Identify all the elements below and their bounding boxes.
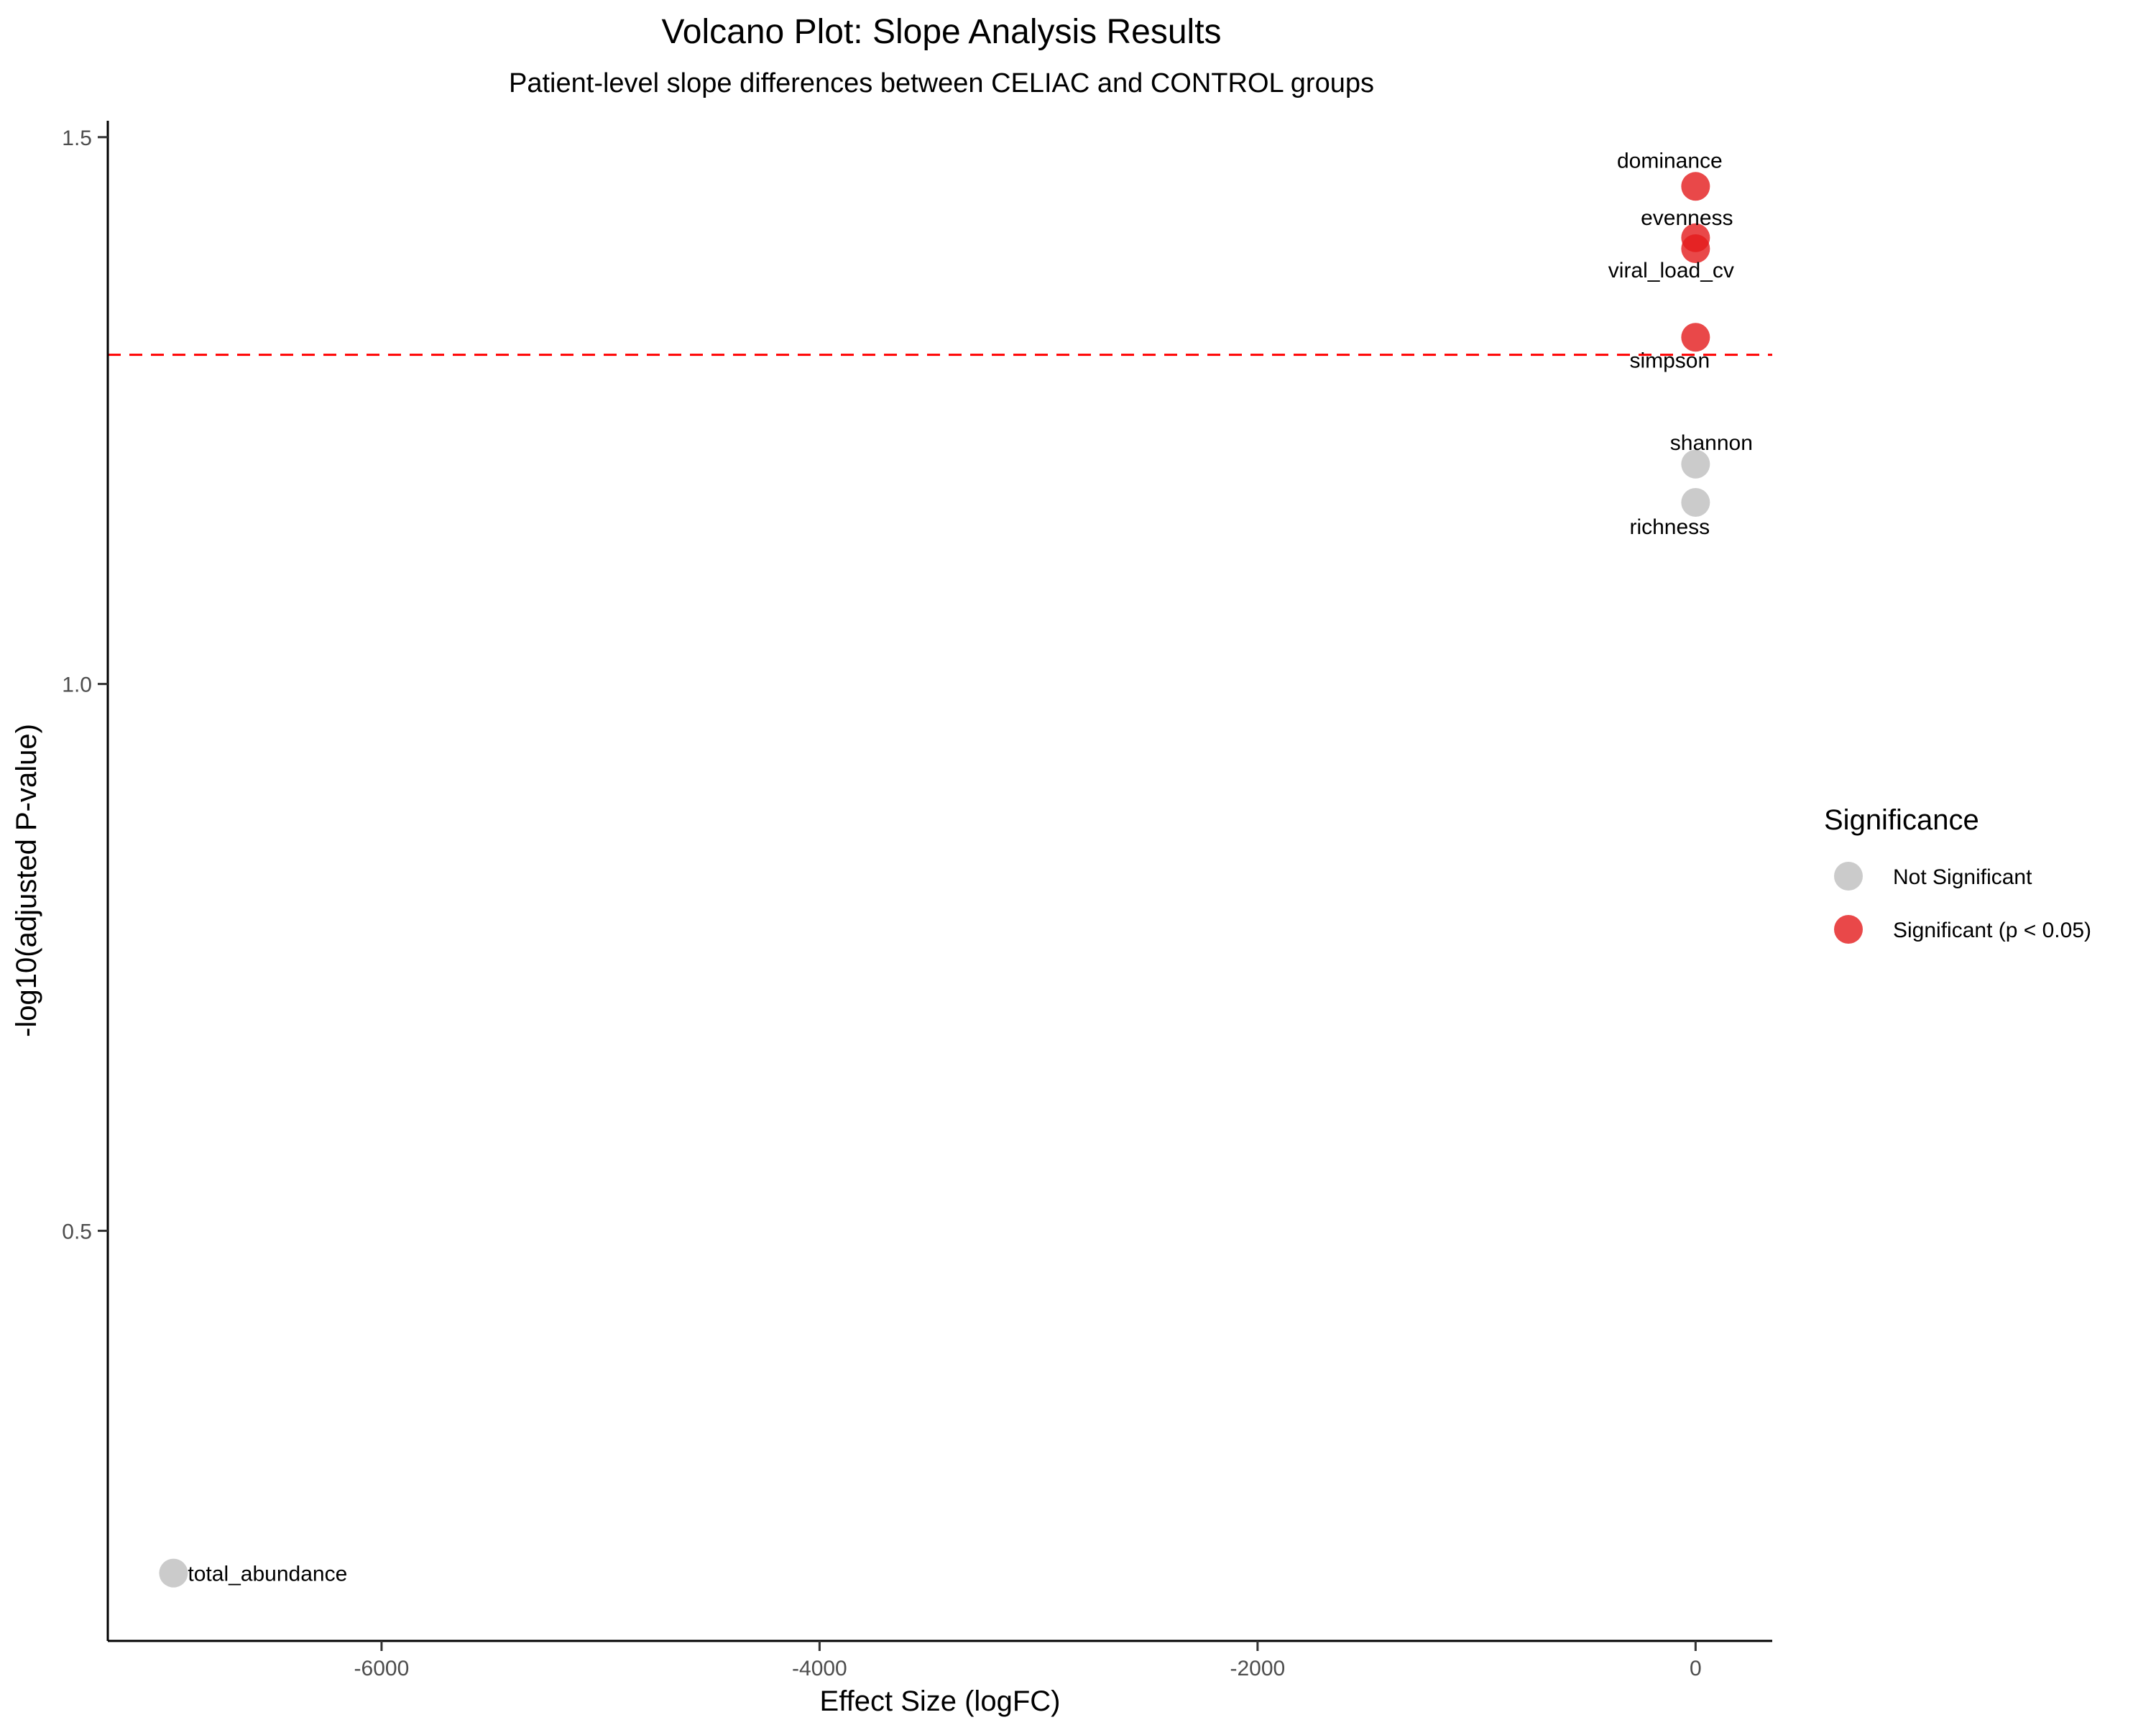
legend-title: Significance [1824, 804, 1979, 836]
x-tick-label: -2000 [1230, 1657, 1286, 1680]
chart-subtitle: Patient-level slope differences between … [509, 68, 1374, 98]
data-point-total-abundance [159, 1558, 188, 1588]
chart-title: Volcano Plot: Slope Analysis Results [661, 13, 1221, 51]
x-axis-title: Effect Size (logFC) [820, 1685, 1061, 1717]
legend-label-significant: Significant (p < 0.05) [1893, 919, 2091, 942]
y-tick-label: 0.5 [62, 1220, 92, 1243]
point-label-richness: richness [1629, 515, 1710, 539]
data-point-viral-load-cv [1681, 234, 1710, 264]
point-label-viral-load-cv: viral_load_cv [1608, 259, 1734, 282]
data-point-richness [1681, 488, 1710, 518]
data-point-simpson [1681, 323, 1710, 352]
point-label-shannon: shannon [1670, 431, 1753, 455]
legend-key-significant [1834, 915, 1863, 944]
point-label-total-abundance: total_abundance [188, 1563, 347, 1586]
y-tick-label: 1.5 [62, 126, 92, 150]
legend-label-not-significant: Not Significant [1893, 865, 2032, 889]
legend: Significance Not Significant Significant… [1824, 804, 2091, 944]
y-tick-label: 1.0 [62, 673, 92, 697]
x-tick-label: -4000 [792, 1657, 847, 1680]
legend-key-not-significant [1834, 862, 1863, 891]
point-label-evenness: evenness [1641, 206, 1733, 230]
y-axis-title: -log10(adjusted P-value) [11, 724, 42, 1037]
x-tick-label: -6000 [354, 1657, 410, 1680]
point-label-simpson: simpson [1629, 349, 1710, 372]
x-tick-label: 0 [1690, 1657, 1702, 1680]
data-point-shannon [1681, 449, 1710, 479]
data-point-dominance [1681, 172, 1710, 201]
point-label-dominance: dominance [1617, 149, 1723, 172]
